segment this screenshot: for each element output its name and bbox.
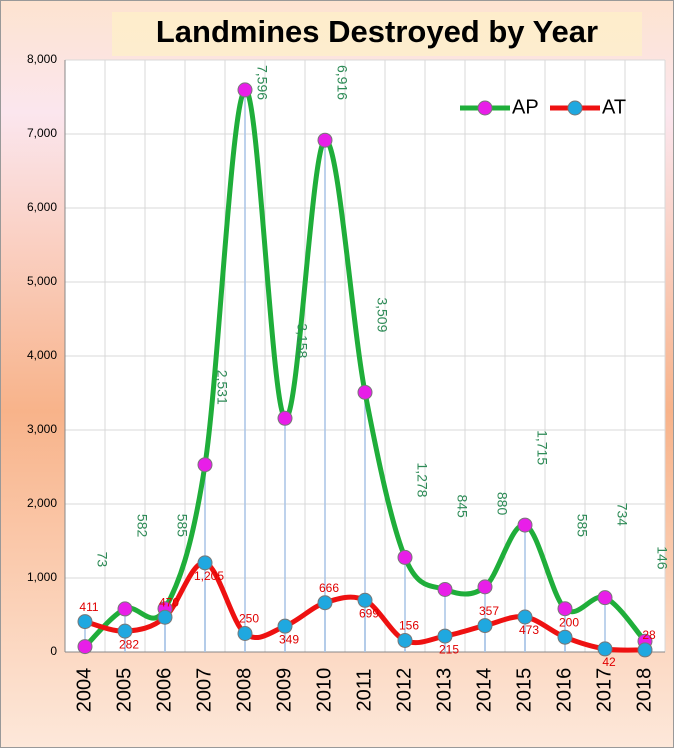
data-label: 3,509 <box>374 297 390 332</box>
data-label: 349 <box>279 632 299 646</box>
marker <box>397 549 413 565</box>
data-label: 1,715 <box>534 430 550 465</box>
x-tick-label: 2010 <box>313 668 335 713</box>
y-tick-label: 0 <box>50 644 57 658</box>
marker <box>357 592 373 608</box>
marker <box>197 555 213 571</box>
data-label: 470 <box>159 595 179 609</box>
y-tick-label: 3,000 <box>27 422 57 436</box>
data-label: 734 <box>614 503 630 527</box>
data-label: 357 <box>479 604 499 618</box>
marker <box>557 601 573 617</box>
data-label: 2,531 <box>214 370 230 405</box>
data-label: 582 <box>134 514 150 538</box>
data-label: 6,916 <box>334 65 350 100</box>
legend-label: AT <box>602 96 626 118</box>
data-label: 699 <box>359 606 379 620</box>
data-label: 3,158 <box>294 323 310 358</box>
marker <box>357 384 373 400</box>
data-label: 42 <box>602 655 616 669</box>
x-tick-label: 2016 <box>553 668 575 713</box>
x-tick-label: 2015 <box>513 668 535 713</box>
marker <box>517 609 533 625</box>
legend-marker <box>477 100 493 116</box>
data-label: 200 <box>559 615 579 629</box>
marker <box>437 628 453 644</box>
x-tick-label: 2008 <box>233 668 255 713</box>
marker <box>117 601 133 617</box>
x-tick-label: 2011 <box>353 668 375 711</box>
marker <box>77 639 93 655</box>
marker <box>397 632 413 648</box>
marker <box>477 579 493 595</box>
marker <box>517 517 533 533</box>
data-label: 156 <box>399 619 419 633</box>
legend-label: AP <box>512 96 539 118</box>
data-label: 146 <box>654 546 670 570</box>
title-box <box>112 12 642 56</box>
data-label: 585 <box>574 514 590 538</box>
x-tick-label: 2004 <box>73 668 95 713</box>
marker <box>197 457 213 473</box>
y-tick-label: 1,000 <box>27 570 57 584</box>
data-label: 666 <box>319 581 339 595</box>
marker <box>117 623 133 639</box>
data-label: 473 <box>519 623 539 637</box>
data-label: 845 <box>454 494 470 518</box>
x-tick-label: 2005 <box>113 668 135 713</box>
data-label: 1,278 <box>414 462 430 497</box>
marker <box>277 410 293 426</box>
x-tick-label: 2012 <box>393 668 415 713</box>
marker <box>637 642 653 658</box>
data-label: 215 <box>439 642 459 656</box>
marker <box>437 581 453 597</box>
data-label: 1,205 <box>194 569 224 583</box>
chart-title: Landmines Destroyed by Year <box>156 14 598 49</box>
y-tick-label: 5,000 <box>27 274 57 288</box>
data-label: 880 <box>494 492 510 516</box>
marker <box>237 82 253 98</box>
data-label: 411 <box>79 600 98 614</box>
x-tick-label: 2013 <box>433 668 455 713</box>
x-tick-label: 2009 <box>273 668 295 713</box>
marker <box>317 132 333 148</box>
marker <box>597 641 613 657</box>
data-label: 250 <box>239 612 259 626</box>
x-tick-label: 2007 <box>193 668 215 713</box>
y-tick-label: 7,000 <box>27 126 57 140</box>
data-label: 282 <box>119 637 139 651</box>
data-label: 585 <box>174 514 190 538</box>
y-tick-label: 4,000 <box>27 348 57 362</box>
x-tick-label: 2017 <box>593 668 615 713</box>
marker <box>277 618 293 634</box>
marker <box>557 629 573 645</box>
y-tick-label: 2,000 <box>27 496 57 510</box>
y-tick-label: 8,000 <box>27 52 57 66</box>
marker <box>597 590 613 606</box>
marker <box>77 614 93 630</box>
marker <box>317 595 333 611</box>
x-tick-label: 2018 <box>633 668 655 713</box>
data-label: 7,596 <box>254 65 270 100</box>
data-label: 73 <box>94 552 110 568</box>
y-tick-label: 6,000 <box>27 200 57 214</box>
x-tick-label: 2006 <box>153 668 175 713</box>
marker <box>237 626 253 641</box>
legend-marker <box>567 100 583 116</box>
x-tick-label: 2014 <box>473 668 495 713</box>
marker <box>477 618 493 634</box>
data-label: 28 <box>642 628 656 642</box>
marker <box>157 609 173 625</box>
